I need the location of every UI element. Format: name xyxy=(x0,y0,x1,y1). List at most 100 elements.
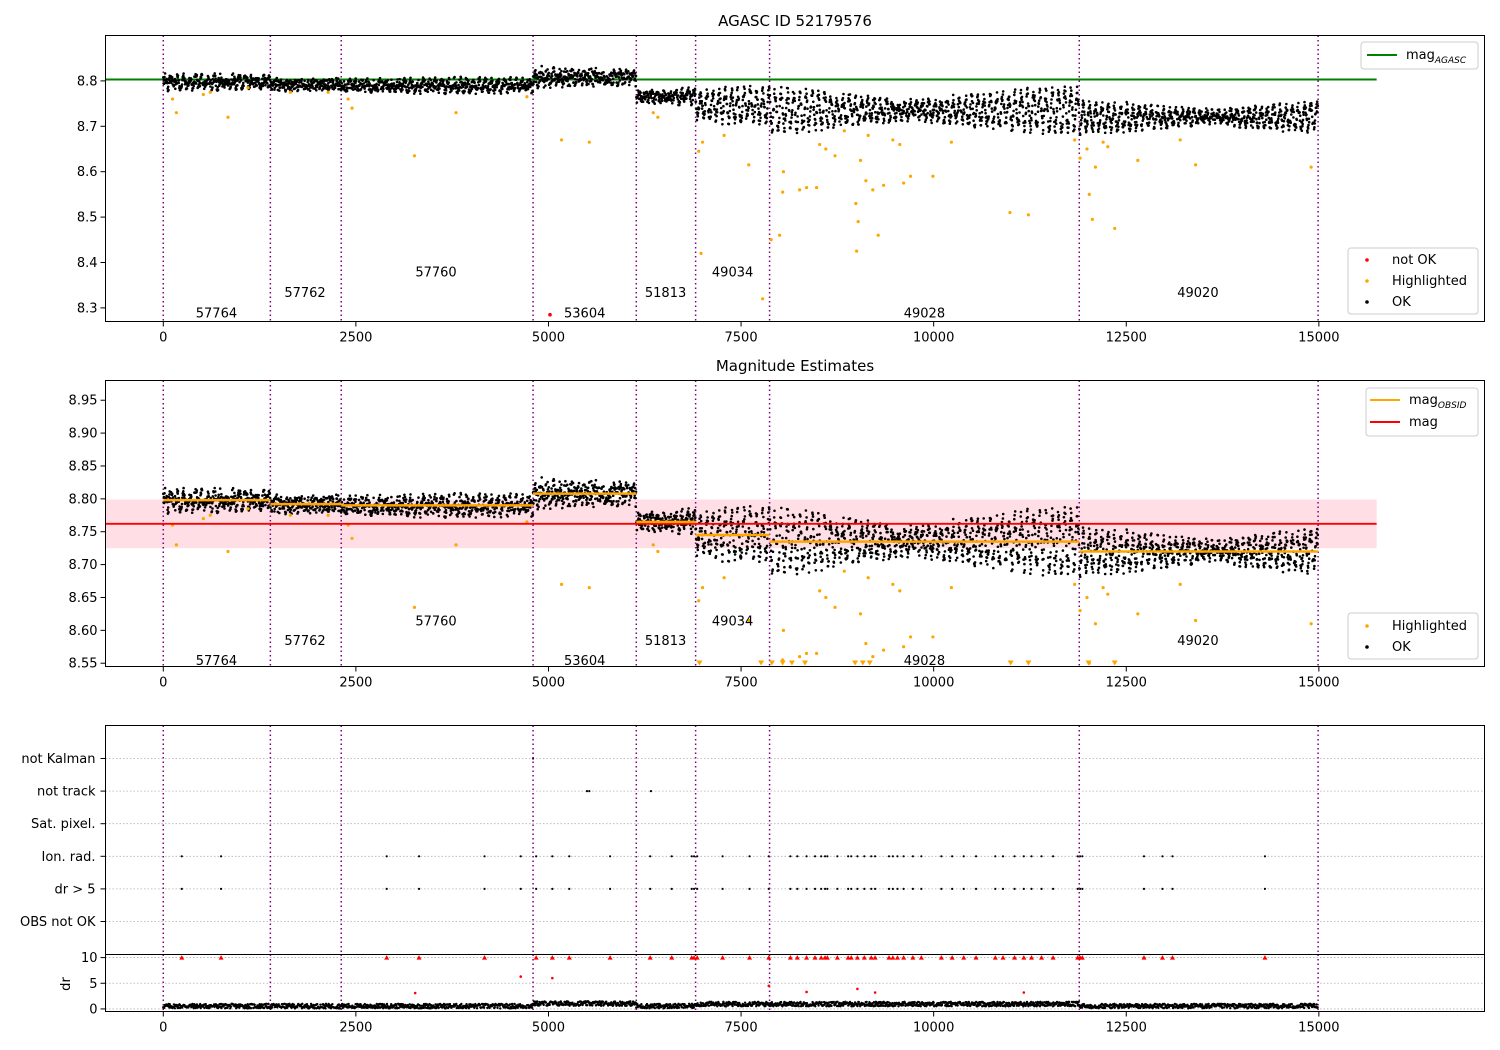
ok-point xyxy=(267,504,270,508)
ok-point xyxy=(1190,124,1194,128)
obsid-label: 49034 xyxy=(712,266,753,281)
ok-point xyxy=(465,85,469,89)
ok-point xyxy=(1074,108,1078,111)
ok-point xyxy=(454,84,458,87)
ok-point xyxy=(654,98,658,101)
ok-point xyxy=(760,102,763,105)
ok-point xyxy=(1269,126,1273,130)
ok-point xyxy=(1069,86,1072,89)
ok-point xyxy=(465,77,469,81)
ok-point xyxy=(817,89,820,93)
ok-point xyxy=(1002,103,1006,106)
ok-point xyxy=(617,76,621,79)
ok-point xyxy=(784,119,787,122)
ok-point xyxy=(571,75,575,79)
ok-point xyxy=(473,81,476,85)
ok-point xyxy=(465,506,469,509)
ok-point xyxy=(493,88,497,92)
ok-point xyxy=(776,126,780,129)
ok-point xyxy=(300,497,303,501)
ok-point xyxy=(497,80,501,83)
ok-point xyxy=(1293,128,1297,132)
ok-point xyxy=(177,81,180,85)
ok-point xyxy=(1176,113,1180,116)
ok-point xyxy=(952,103,956,106)
ok-point xyxy=(481,83,485,87)
ok-point xyxy=(572,81,575,84)
ok-point xyxy=(978,112,981,115)
ok-point xyxy=(777,120,781,124)
highlighted-point xyxy=(288,90,292,94)
ok-point xyxy=(1027,104,1031,108)
ok-point xyxy=(566,79,569,83)
ok-point xyxy=(742,85,746,88)
ok-point xyxy=(1165,126,1169,130)
ok-point xyxy=(366,493,369,497)
ok-point xyxy=(381,499,384,503)
ok-point xyxy=(1090,118,1093,122)
ok-point xyxy=(249,73,253,77)
ok-point xyxy=(284,511,288,514)
ok-point xyxy=(264,83,267,87)
ok-point xyxy=(1121,125,1125,129)
ok-point xyxy=(632,69,636,72)
ok-point xyxy=(375,82,378,86)
ok-point xyxy=(209,505,212,509)
ok-point xyxy=(166,508,169,512)
ok-point xyxy=(195,489,199,492)
ok-point xyxy=(715,114,718,118)
ok-point xyxy=(728,104,732,108)
ok-point xyxy=(362,82,366,85)
ok-point xyxy=(824,96,827,99)
ok-point xyxy=(1075,85,1079,89)
ok-point xyxy=(296,88,300,92)
legend-highlighted: Highlighted xyxy=(1392,274,1467,289)
ok-point xyxy=(1067,122,1071,125)
ok-point xyxy=(326,507,329,511)
highlighted-point xyxy=(842,129,846,133)
ok-point xyxy=(941,104,944,108)
ok-point xyxy=(1059,121,1062,125)
ok-point xyxy=(1132,111,1135,115)
ok-point xyxy=(914,113,917,117)
ok-point xyxy=(996,116,1000,119)
ok-point xyxy=(395,80,399,84)
ok-point xyxy=(342,498,346,501)
ok-point xyxy=(437,514,441,518)
x-tick-label-top: 2500 xyxy=(339,331,372,346)
ok-point xyxy=(590,67,593,70)
ok-point xyxy=(887,107,890,111)
ok-point xyxy=(788,109,791,113)
ok-point xyxy=(728,116,731,119)
ok-point xyxy=(284,89,288,92)
obsid-label: 57764 xyxy=(196,306,237,321)
ok-point xyxy=(478,492,482,495)
ok-point xyxy=(429,510,433,514)
ok-point xyxy=(163,72,167,75)
ok-point xyxy=(695,118,699,122)
ok-point xyxy=(367,498,370,502)
ok-point xyxy=(1151,113,1155,116)
ok-point xyxy=(463,90,467,93)
ok-point xyxy=(613,69,616,73)
ok-point xyxy=(861,106,865,109)
ok-point xyxy=(316,506,319,509)
ok-point xyxy=(311,77,315,80)
ok-point xyxy=(1166,124,1169,128)
highlighted-point xyxy=(1136,158,1140,162)
ok-point xyxy=(810,94,814,97)
ok-point xyxy=(1236,109,1240,113)
ok-point xyxy=(211,86,214,89)
ok-point xyxy=(457,89,461,92)
highlighted-point xyxy=(854,201,858,206)
ok-point xyxy=(372,78,375,82)
ok-point xyxy=(359,88,363,91)
ok-point xyxy=(1080,122,1083,125)
ok-point xyxy=(1054,131,1057,134)
ok-point xyxy=(1277,117,1280,120)
ok-point xyxy=(1041,128,1045,132)
ok-point xyxy=(1267,110,1270,113)
ok-point xyxy=(1085,129,1088,132)
ok-point xyxy=(474,92,478,96)
ok-point xyxy=(1103,131,1107,135)
